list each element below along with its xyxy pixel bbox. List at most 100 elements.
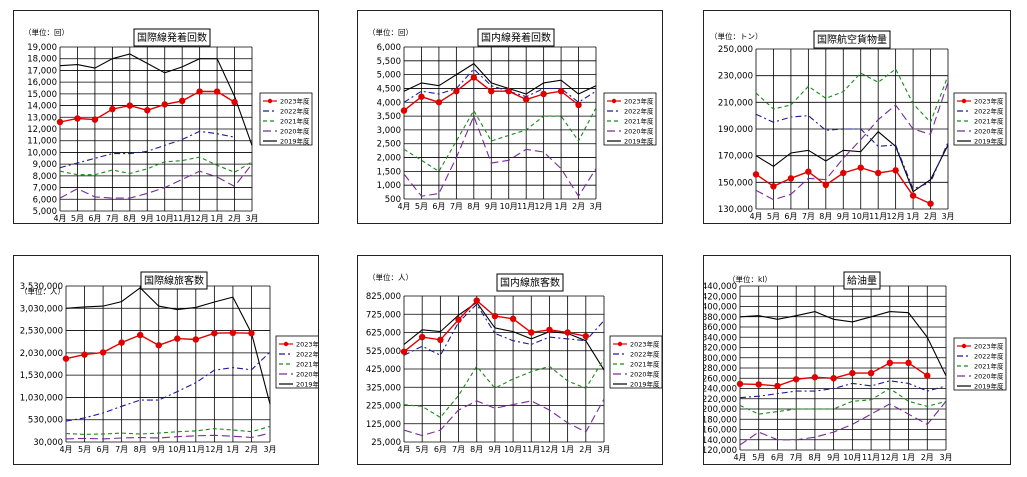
x-tick-label: 10月 [500,202,518,211]
data-point-2023 [144,107,151,114]
series-line-2019年度 [65,287,271,405]
data-point-2023 [528,329,535,336]
x-tick-label: 6月 [432,202,445,211]
legend-label: 2022年度 [974,352,1004,361]
y-tick-label: 420,000 [704,292,737,302]
series-line-2022年度 [739,380,947,399]
data-point-2023 [418,333,426,341]
data-point-2023 [811,374,819,381]
data-point-2023 [491,312,499,320]
x-tick-label: 5月 [752,453,765,462]
legend-label: 2023年度 [280,97,310,106]
y-tick-label: 625,000 [366,329,401,339]
unit-label: （単位：回） [368,27,413,37]
series-line-2021年度 [739,387,947,415]
data-point-2023 [211,330,218,337]
data-point-2023 [437,336,444,343]
chart-title-box [813,30,891,49]
data-point-2023 [400,348,408,355]
y-tick-label: 8,000 [33,172,57,182]
x-tick-label: 1月 [907,212,920,221]
y-tick-label: 2,030,000 [20,349,63,359]
data-point-2023 [174,335,181,342]
data-point-2023 [488,88,495,95]
data-point-2023 [91,116,99,123]
series-line-2019年度 [403,62,597,95]
data-point-2023 [161,101,168,108]
x-tick-label: 10月 [852,212,870,221]
legend-label: 2023年度 [624,97,654,106]
chart-title: 国内線発着回数 [481,31,551,44]
legend-label: 2020年度 [974,127,1004,136]
unit-label: （単位：人） [20,286,65,296]
y-tick-label: 2,000 [377,154,401,164]
x-tick-label: 3月 [941,212,954,221]
x-tick-label: 7月 [106,214,119,223]
x-tick-label: 9月 [485,202,498,211]
x-tick-label: 3月 [597,445,610,454]
legend-label: 2021年度 [296,360,318,369]
x-tick-label: 11月 [862,453,880,462]
data-point-2023 [874,169,882,177]
chart-title-box [133,28,211,47]
data-point-2023 [453,88,460,95]
unit-label: （単位：回） [24,27,69,37]
chart-title-box [140,271,208,290]
legend-label: 2022年度 [630,350,660,359]
series-line-2020年度 [403,398,605,437]
x-tick-label: 1月 [902,453,915,462]
data-point-2023 [192,336,200,343]
series-line-2022年度 [59,130,235,169]
y-tick-label: 1,030,000 [20,393,63,403]
x-tick-label: 6月 [434,445,447,454]
series-line-2021年度 [403,107,597,173]
x-tick-label: 1月 [226,445,239,454]
y-tick-label: 1,530,000 [20,371,63,381]
y-tick-label: 3,530,000 [20,282,63,292]
data-point-2023 [564,329,571,336]
series-line-2019年度 [739,311,947,376]
chart-title: 国際線旅客数 [144,274,204,287]
x-tick-label: 4月 [733,453,746,462]
data-point-2023 [435,99,443,106]
data-point-2023 [418,93,425,100]
y-tick-label: 200,000 [704,405,737,415]
x-tick-label: 12月 [881,453,899,462]
legend-label: 2020年度 [296,370,318,379]
data-point-2023 [126,102,134,109]
legend-label: 2019年度 [974,382,1004,391]
legend-label: 2022年度 [296,350,318,359]
x-tick-label: 12月 [205,445,223,454]
x-tick-label: 4月 [397,445,410,454]
x-tick-label: 9月 [141,214,154,223]
x-tick-label: 7月 [115,445,128,454]
series-line-2020年度 [59,163,253,199]
x-tick-label: 3月 [263,445,276,454]
x-tick-label: 4月 [397,202,410,211]
x-tick-label: 5月 [78,445,91,454]
y-tick-label: 325,000 [366,383,401,393]
y-tick-label: 19,000 [27,43,57,53]
y-tick-label: 725,000 [366,310,401,320]
legend-label: 2023年度 [974,342,1004,351]
x-tick-label: 5月 [71,214,84,223]
legend-marker [961,98,967,104]
y-tick-label: 125,000 [366,420,401,430]
data-point-2023 [905,359,912,367]
x-tick-label: 2月 [579,445,592,454]
legend-label: 2020年度 [280,127,310,136]
y-tick-label: 5,000 [33,207,57,217]
y-tick-label: 7,000 [33,184,57,194]
y-tick-label: 525,000 [366,347,401,357]
y-tick-label: 230,000 [718,72,753,82]
data-point-2023 [840,169,847,177]
y-tick-label: 160,000 [704,426,737,436]
y-tick-label: 6,000 [377,43,401,53]
y-tick-label: 425,000 [366,365,401,375]
data-point-2023 [909,192,917,199]
y-tick-label: 260,000 [704,374,737,384]
unit-label: （単位：人） [368,272,413,282]
y-tick-label: 2,500 [377,140,401,150]
y-tick-label: 225,000 [366,402,401,412]
